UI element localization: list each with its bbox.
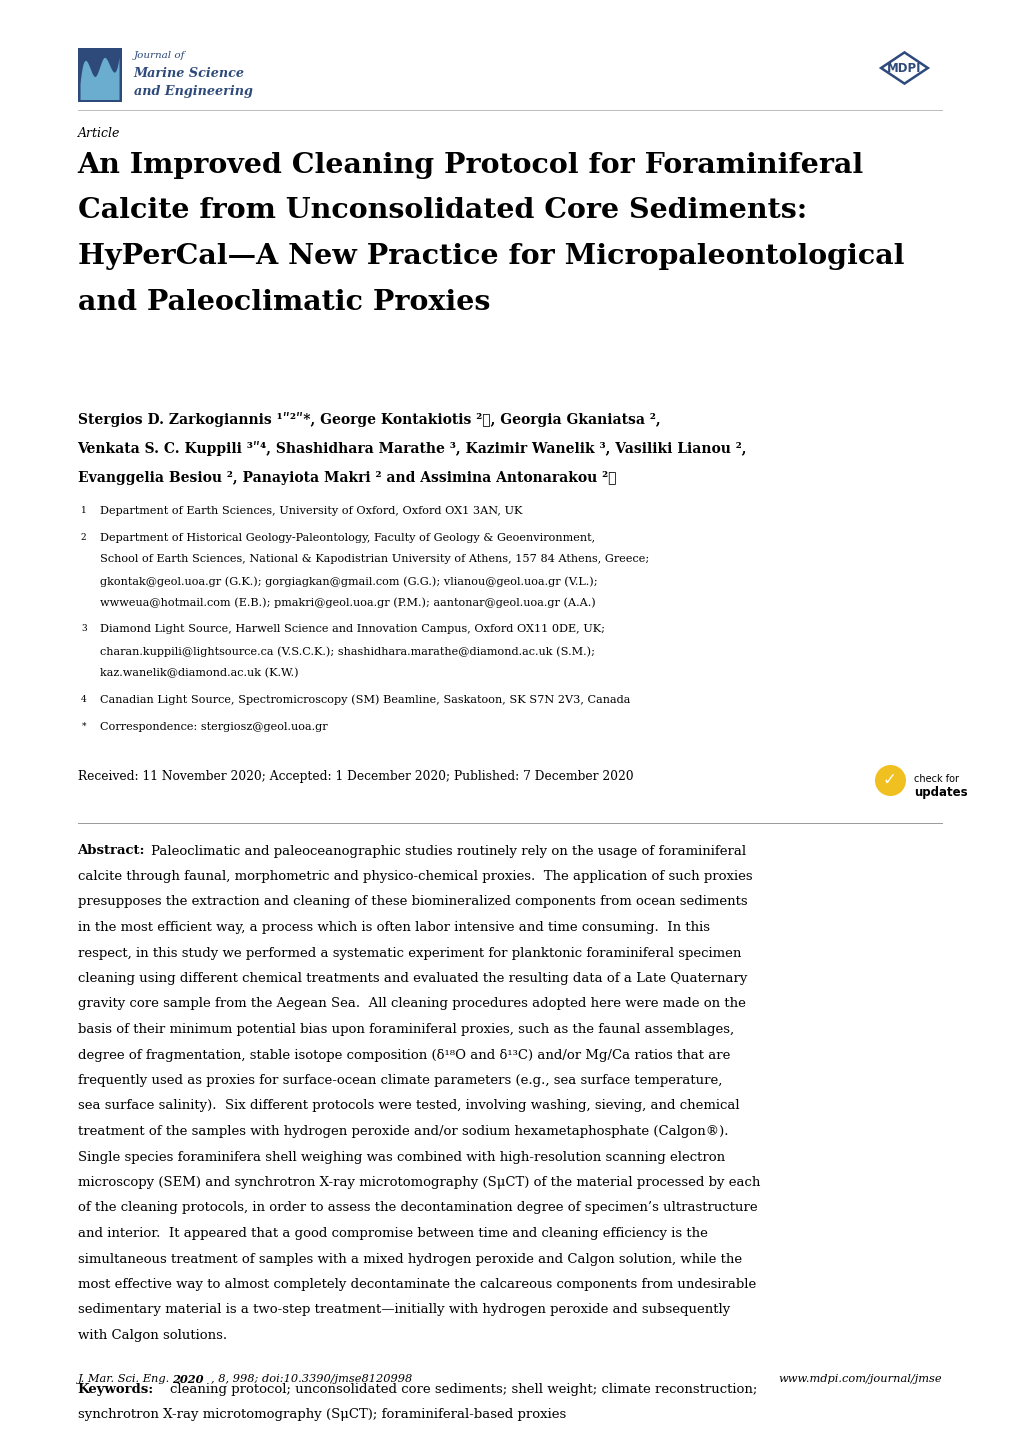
Text: Canadian Light Source, Spectromicroscopy (SM) Beamline, Saskatoon, SK S7N 2V3, C: Canadian Light Source, Spectromicroscopy… <box>100 695 630 705</box>
Text: 4: 4 <box>81 695 87 704</box>
Text: , 8, 998; doi:10.3390/jmse8120998: , 8, 998; doi:10.3390/jmse8120998 <box>210 1374 412 1384</box>
Text: Stergios D. Zarkogiannis ¹ʺ²ʺ*, George Kontakiotis ²ⓘ, Georgia Gkaniatsa ²,: Stergios D. Zarkogiannis ¹ʺ²ʺ*, George K… <box>77 412 659 427</box>
Text: microscopy (SEM) and synchrotron X-ray microtomography (SμCT) of the material pr: microscopy (SEM) and synchrotron X-ray m… <box>77 1177 759 1190</box>
Text: and interior.  It appeared that a good compromise between time and cleaning effi: and interior. It appeared that a good co… <box>77 1227 707 1240</box>
Text: updates: updates <box>913 786 967 799</box>
Text: cleaning using different chemical treatments and evaluated the resulting data of: cleaning using different chemical treatm… <box>77 972 746 985</box>
Text: and Engineering: and Engineering <box>133 85 252 98</box>
Polygon shape <box>81 58 119 99</box>
Text: check for: check for <box>913 774 958 784</box>
Text: simultaneous treatment of samples with a mixed hydrogen peroxide and Calgon solu: simultaneous treatment of samples with a… <box>77 1253 741 1266</box>
Text: Single species foraminifera shell weighing was combined with high-resolution sca: Single species foraminifera shell weighi… <box>77 1151 723 1164</box>
Text: Keywords:: Keywords: <box>77 1383 154 1396</box>
Text: J. Mar. Sci. Eng.: J. Mar. Sci. Eng. <box>77 1374 173 1384</box>
Text: An Improved Cleaning Protocol for Foraminiferal: An Improved Cleaning Protocol for Forami… <box>77 151 863 179</box>
Text: Paleoclimatic and paleoceanographic studies routinely rely on the usage of foram: Paleoclimatic and paleoceanographic stud… <box>151 845 745 858</box>
Text: with Calgon solutions.: with Calgon solutions. <box>77 1330 226 1343</box>
Text: frequently used as proxies for surface-ocean climate parameters (e.g., sea surfa: frequently used as proxies for surface-o… <box>77 1074 721 1087</box>
Text: calcite through faunal, morphometric and physico-chemical proxies.  The applicat: calcite through faunal, morphometric and… <box>77 870 751 883</box>
Text: charan.kuppili@lightsource.ca (V.S.C.K.); shashidhara.marathe@diamond.ac.uk (S.M: charan.kuppili@lightsource.ca (V.S.C.K.)… <box>100 646 594 656</box>
Text: Department of Earth Sciences, University of Oxford, Oxford OX1 3AN, UK: Department of Earth Sciences, University… <box>100 506 522 516</box>
Circle shape <box>874 766 905 796</box>
Text: Article: Article <box>77 127 120 140</box>
Text: respect, in this study we performed a systematic experiment for planktonic foram: respect, in this study we performed a sy… <box>77 946 740 959</box>
Text: Evanggelia Besiou ², Panayiota Makri ² and Assimina Antonarakou ²ⓘ: Evanggelia Besiou ², Panayiota Makri ² a… <box>77 472 615 485</box>
Text: 3: 3 <box>81 624 87 633</box>
Text: and Paleoclimatic Proxies: and Paleoclimatic Proxies <box>77 288 489 316</box>
Text: gkontak@geol.uoa.gr (G.K.); gorgiagkan@gmail.com (G.G.); vlianou@geol.uoa.gr (V.: gkontak@geol.uoa.gr (G.K.); gorgiagkan@g… <box>100 575 596 587</box>
Text: Venkata S. C. Kuppili ³ʺ⁴, Shashidhara Marathe ³, Kazimir Wanelik ³, Vasiliki Li: Venkata S. C. Kuppili ³ʺ⁴, Shashidhara M… <box>77 441 746 457</box>
Text: Journal of: Journal of <box>133 50 184 61</box>
Text: of the cleaning protocols, in order to assess the decontamination degree of spec: of the cleaning protocols, in order to a… <box>77 1201 756 1214</box>
Text: basis of their minimum potential bias upon foraminiferal proxies, such as the fa: basis of their minimum potential bias up… <box>77 1022 733 1035</box>
Text: treatment of the samples with hydrogen peroxide and/or sodium hexametaphosphate : treatment of the samples with hydrogen p… <box>77 1125 728 1138</box>
Text: MDPI: MDPI <box>887 62 921 75</box>
Text: sedimentary material is a two-step treatment—initially with hydrogen peroxide an: sedimentary material is a two-step treat… <box>77 1304 729 1317</box>
Text: Correspondence: stergiosz@geol.uoa.gr: Correspondence: stergiosz@geol.uoa.gr <box>100 721 327 731</box>
Text: 1: 1 <box>81 506 87 515</box>
Text: 2: 2 <box>81 534 87 542</box>
Text: Received: 11 November 2020; Accepted: 1 December 2020; Published: 7 December 202: Received: 11 November 2020; Accepted: 1 … <box>77 770 633 783</box>
Text: wwweua@hotmail.com (E.B.); pmakri@geol.uoa.gr (P.M.); aantonar@geol.uoa.gr (A.A.: wwweua@hotmail.com (E.B.); pmakri@geol.u… <box>100 597 595 609</box>
Text: Marine Science: Marine Science <box>133 66 245 79</box>
Text: cleaning protocol; unconsolidated core sediments; shell weight; climate reconstr: cleaning protocol; unconsolidated core s… <box>169 1383 756 1396</box>
Text: Abstract:: Abstract: <box>77 845 145 858</box>
Text: most effective way to almost completely decontaminate the calcareous components : most effective way to almost completely … <box>77 1278 755 1291</box>
FancyBboxPatch shape <box>77 48 121 102</box>
Text: Diamond Light Source, Harwell Science and Innovation Campus, Oxford OX11 0DE, UK: Diamond Light Source, Harwell Science an… <box>100 624 604 634</box>
Text: in the most efficient way, a process which is often labor intensive and time con: in the most efficient way, a process whi… <box>77 921 709 934</box>
Text: *: * <box>82 721 87 731</box>
Text: kaz.wanelik@diamond.ac.uk (K.W.): kaz.wanelik@diamond.ac.uk (K.W.) <box>100 668 298 678</box>
Text: www.mdpi.com/journal/jmse: www.mdpi.com/journal/jmse <box>779 1374 942 1384</box>
Text: Department of Historical Geology-Paleontology, Faculty of Geology & Geoenvironme: Department of Historical Geology-Paleont… <box>100 534 594 544</box>
Text: Calcite from Unconsolidated Core Sediments:: Calcite from Unconsolidated Core Sedimen… <box>77 198 806 225</box>
Text: degree of fragmentation, stable isotope composition (δ¹⁸O and δ¹³C) and/or Mg/Ca: degree of fragmentation, stable isotope … <box>77 1048 730 1061</box>
Text: ✓: ✓ <box>881 770 896 789</box>
Text: synchrotron X-ray microtomography (SμCT); foraminiferal-based proxies: synchrotron X-ray microtomography (SμCT)… <box>77 1407 566 1420</box>
Text: sea surface salinity).  Six different protocols were tested, involving washing, : sea surface salinity). Six different pro… <box>77 1099 739 1112</box>
Text: HyPerCal—A New Practice for Micropaleontological: HyPerCal—A New Practice for Micropaleont… <box>77 244 903 270</box>
Text: School of Earth Sciences, National & Kapodistrian University of Athens, 157 84 A: School of Earth Sciences, National & Kap… <box>100 555 648 564</box>
Text: gravity core sample from the Aegean Sea.  All cleaning procedures adopted here w: gravity core sample from the Aegean Sea.… <box>77 998 745 1011</box>
Text: 2020: 2020 <box>172 1374 204 1384</box>
Text: presupposes the extraction and cleaning of these biomineralized components from : presupposes the extraction and cleaning … <box>77 895 746 908</box>
